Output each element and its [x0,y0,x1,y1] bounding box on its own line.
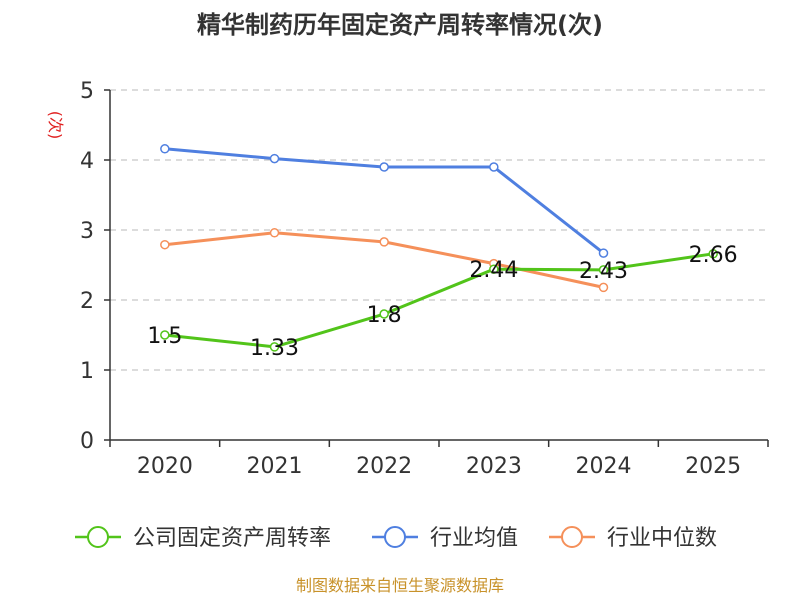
x-tick-label: 2025 [685,454,741,479]
y-tick-label: 3 [80,219,94,244]
data-label: 1.33 [250,336,299,361]
series-2 [160,144,609,258]
data-point [379,237,389,247]
axes [109,90,769,447]
legend-item: 行业中位数 [549,526,717,551]
data-point [598,265,609,275]
data-point [160,330,170,340]
x-tick-labels: 2020 2021 2022 2023 2024 2025 [137,454,741,479]
data-point [160,144,170,154]
series-line [164,252,714,349]
x-tick-label: 2022 [356,454,412,479]
y-tick-label: 2 [80,289,94,314]
x-tick-label: 2020 [137,454,193,479]
data-label: 2.66 [689,243,738,268]
data-point [269,153,280,164]
x-tick-label: 2024 [576,454,632,479]
data-label: 2.44 [469,258,518,283]
data-label: 2.43 [579,259,628,284]
data-label: 1.8 [367,303,402,328]
y-tick-label: 4 [80,149,94,174]
y-tick-labels: 0 1 2 3 4 5 [80,79,94,454]
legend-item: 行业均值 [372,526,518,551]
legend-swatch-marker [561,526,583,548]
series-layer [160,144,718,352]
data-point [269,342,280,352]
data-labels: 1.5 1.33 1.8 2.44 2.43 2.66 [147,243,737,361]
x-tick-label: 2021 [247,454,303,479]
legend: 公司固定资产周转率 行业均值 行业中位数 [75,526,717,551]
data-point [598,282,609,293]
y-tick-label: 5 [80,79,94,104]
series-1 [160,249,718,352]
legend-swatch-marker [87,526,109,548]
x-tick-label: 2023 [466,454,522,479]
legend-label: 行业中位数 [607,526,717,551]
legend-label: 行业均值 [430,526,518,551]
legend-label: 公司固定资产周转率 [133,526,331,551]
data-point [489,162,499,172]
y-axis-label: (次) [46,111,65,140]
legend-swatch-marker [384,526,406,548]
legend-item: 公司固定资产周转率 [75,526,331,551]
y-tick-label: 1 [80,359,94,384]
data-point [708,249,718,259]
y-tick-label: 0 [80,429,94,454]
data-point [160,239,170,250]
gridlines [104,89,768,441]
series-3 [160,228,609,293]
data-point [269,228,280,238]
chart-title: 精华制药历年固定资产周转率情况(次) [197,11,603,39]
data-point [489,264,499,274]
data-label: 1.5 [147,324,182,349]
source-note: 制图数据来自恒生聚源数据库 [296,576,504,595]
data-point [379,309,389,319]
data-point [598,248,609,258]
data-point [379,162,389,172]
